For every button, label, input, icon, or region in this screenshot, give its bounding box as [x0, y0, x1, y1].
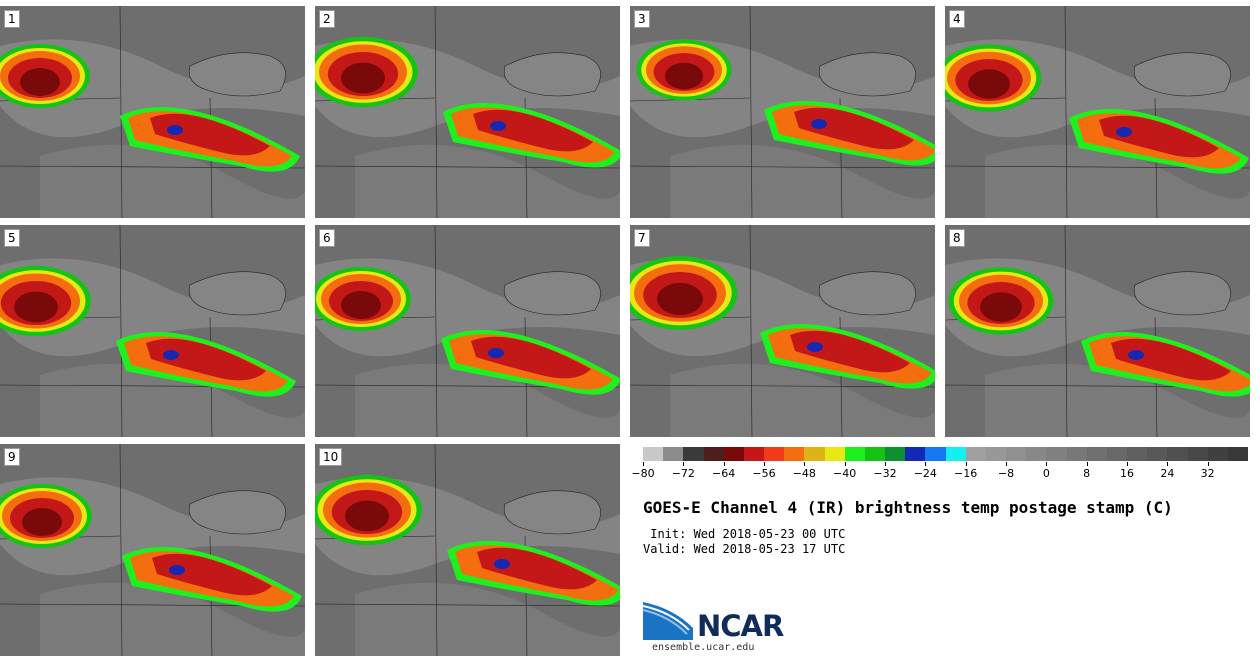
- colorbar-tick-label: −8: [997, 467, 1015, 480]
- panel-label: 8: [949, 229, 965, 247]
- colorbar-tick-label: −48: [792, 467, 816, 480]
- colorbar-swatch: [885, 447, 906, 461]
- colorbar-tick-label: −72: [671, 467, 695, 480]
- colorbar-tick-label: −80: [631, 467, 655, 480]
- colorbar-tick: [1086, 462, 1088, 466]
- stamp-panel-4: 4: [945, 6, 1250, 218]
- colorbar-tick: [1207, 462, 1209, 466]
- panel-label: 2: [319, 10, 335, 28]
- stamp-panel-1: 1: [0, 6, 305, 218]
- colorbar-swatch: [1227, 447, 1249, 461]
- colorbar-swatch: [844, 447, 865, 461]
- panel-label: 7: [634, 229, 650, 247]
- colorbar-swatch: [663, 447, 684, 461]
- ncar-logo-icon: [643, 602, 693, 640]
- colorbar-swatch: [703, 447, 724, 461]
- colorbar-swatch: [965, 447, 986, 461]
- panel-label: 6: [319, 229, 335, 247]
- colorbar-swatch: [764, 447, 785, 461]
- figure-title: GOES-E Channel 4 (IR) brightness temp po…: [643, 498, 1173, 517]
- stamp-panel-10: 10: [315, 444, 620, 656]
- colorbar-swatch: [905, 447, 926, 461]
- colorbar: [643, 447, 1249, 461]
- colorbar-swatch: [824, 447, 845, 461]
- colorbar-swatch: [1147, 447, 1168, 461]
- colorbar-swatch: [804, 447, 825, 461]
- stamp-panel-3: 3: [630, 6, 935, 218]
- colorbar-swatch: [1046, 447, 1067, 461]
- colorbar-tick-label: 0: [1042, 467, 1050, 480]
- panel-label: 5: [4, 229, 20, 247]
- stamp-panel-6: 6: [315, 225, 620, 437]
- colorbar-swatch: [1026, 447, 1047, 461]
- colorbar-tick-label: 8: [1083, 467, 1091, 480]
- colorbar-swatch: [1066, 447, 1087, 461]
- logo-text: NCAR: [697, 609, 784, 643]
- stamp-panel-9: 9: [0, 444, 305, 656]
- colorbar-swatch: [723, 447, 744, 461]
- colorbar-swatch: [1167, 447, 1188, 461]
- colorbar-tick-label: −56: [752, 467, 776, 480]
- colorbar-tick: [723, 462, 725, 466]
- colorbar-swatch: [925, 447, 946, 461]
- valid-time: Valid: Wed 2018-05-23 17 UTC: [643, 542, 846, 556]
- stamp-panel-8: 8: [945, 225, 1250, 437]
- colorbar-tick-label: 32: [1200, 467, 1215, 480]
- colorbar-tick: [925, 462, 927, 466]
- colorbar-swatch: [864, 447, 886, 461]
- colorbar-tick: [764, 462, 765, 466]
- colorbar-tick: [844, 462, 846, 466]
- colorbar-tick-label: −32: [873, 467, 897, 480]
- colorbar-tick-label: 24: [1160, 467, 1175, 480]
- init-time: Init: Wed 2018-05-23 00 UTC: [643, 527, 846, 541]
- site-url: ensemble.ucar.edu: [652, 642, 755, 653]
- colorbar-swatch: [985, 447, 1007, 461]
- colorbar-swatch: [1127, 447, 1148, 461]
- colorbar-ticks: −80 −72 −64 −56 −48 −40 −32 −24 −16 −8 0 8 16 24 32: [631, 462, 1248, 482]
- panel-label: 3: [634, 10, 650, 28]
- stamp-panel-2: 2: [315, 6, 620, 218]
- colorbar-tick: [885, 462, 886, 466]
- colorbar-swatch: [1207, 447, 1228, 461]
- colorbar-tick: [1046, 462, 1048, 466]
- colorbar-swatch: [1106, 447, 1128, 461]
- colorbar-tick: [643, 462, 644, 466]
- colorbar-swatch: [784, 447, 805, 461]
- colorbar-tick: [1167, 462, 1169, 466]
- colorbar-tick-label: −40: [833, 467, 857, 480]
- colorbar-tick: [1006, 462, 1007, 466]
- colorbar-swatch: [743, 447, 765, 461]
- colorbar-swatch: [643, 447, 664, 461]
- colorbar-tick: [1127, 462, 1128, 466]
- colorbar-swatch: [1006, 447, 1027, 461]
- colorbar-swatch: [1086, 447, 1107, 461]
- colorbar-swatch: [683, 447, 704, 461]
- colorbar-tick-label: −16: [954, 467, 978, 480]
- colorbar-tick-label: −24: [913, 467, 937, 480]
- colorbar-tick: [804, 462, 806, 466]
- panel-label: 4: [949, 10, 965, 28]
- panel-label: 10: [319, 448, 343, 466]
- stamp-panel-7: 7: [630, 225, 935, 437]
- panel-label: 9: [4, 448, 20, 466]
- colorbar-tick-label: 16: [1120, 467, 1134, 480]
- stamp-panel-5: 5: [0, 225, 305, 437]
- colorbar-swatch: [1187, 447, 1208, 461]
- colorbar-tick: [965, 462, 967, 466]
- colorbar-tick-label: −64: [712, 467, 736, 480]
- colorbar-tick: [683, 462, 685, 466]
- colorbar-swatch: [945, 447, 966, 461]
- panel-label: 1: [4, 10, 20, 28]
